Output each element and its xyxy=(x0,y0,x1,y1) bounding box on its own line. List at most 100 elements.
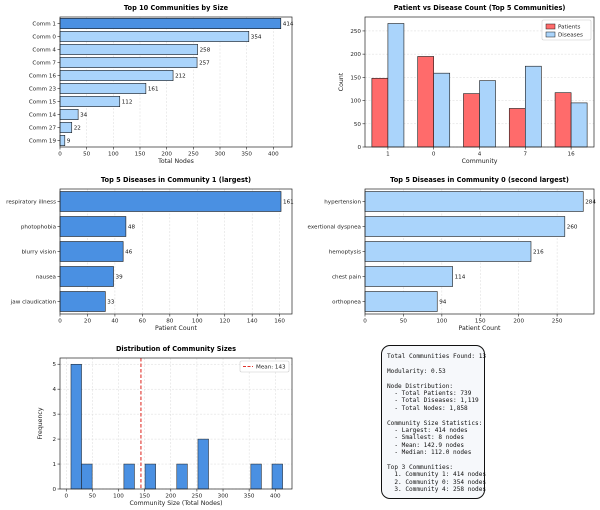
stats-line: Modularity: 0.53 xyxy=(387,367,446,375)
y-tick-label: Comm 16 xyxy=(29,74,57,80)
y-tick-label: Comm 7 xyxy=(32,61,56,67)
bar xyxy=(433,72,451,148)
y-tick-label: 150 xyxy=(350,75,361,81)
plot-frame xyxy=(59,357,293,490)
legend-swatch xyxy=(545,23,556,30)
x-tick-label: 400 xyxy=(270,494,281,500)
bar xyxy=(364,216,566,237)
y-tick-label: Comm 4 xyxy=(32,48,56,54)
histogram-bar xyxy=(197,438,209,490)
bar xyxy=(524,65,542,148)
y-tick-label: 50 xyxy=(354,122,362,128)
histogram-bar xyxy=(70,363,82,490)
bar xyxy=(364,291,438,312)
chart-community1-diseases: 0 20 40 60 80 100 120 140 160 161 respiratory illn… xyxy=(6,176,294,332)
bar xyxy=(59,70,174,82)
y-tick-label: respiratory illness xyxy=(6,200,56,206)
bar xyxy=(59,30,250,42)
bar xyxy=(59,17,282,29)
bar xyxy=(59,83,147,95)
data-label: 212 xyxy=(175,74,186,80)
stats-line: - Median: 112.0 nodes xyxy=(387,449,472,457)
data-label: 354 xyxy=(251,35,262,41)
stats-line: - Total Nodes: 1,858 xyxy=(387,404,468,412)
y-tick-label: chest pain xyxy=(332,275,361,281)
x-axis-label: Patient Count xyxy=(155,325,197,332)
data-label: 260 xyxy=(567,225,578,231)
x-tick-label: 4 xyxy=(478,152,482,158)
bar xyxy=(364,191,584,212)
x-tick-label: 160 xyxy=(274,319,285,325)
histogram-bar xyxy=(81,463,93,490)
x-tick-label: 300 xyxy=(215,152,226,158)
x-axis-label: Patient Count xyxy=(459,325,501,332)
bar xyxy=(387,23,405,148)
x-tick-label: 0 xyxy=(64,494,68,500)
stats-line: - Total Diseases: 1,119 xyxy=(387,397,479,405)
data-label: 257 xyxy=(199,61,210,67)
bar xyxy=(59,266,114,287)
x-tick-label: 140 xyxy=(247,319,258,325)
x-tick-label: 0 xyxy=(58,152,62,158)
y-tick-label: jaw claudication xyxy=(10,300,57,306)
x-tick-label: 200 xyxy=(165,494,176,500)
y-tick-label: Comm 27 xyxy=(29,126,57,132)
stats-line: Top 3 Communities: xyxy=(387,463,454,471)
chart-top-communities: 0 50 100 150 200 250 300 350 400 414 Comm 1 354 Comm… xyxy=(29,4,294,165)
histogram-bar xyxy=(123,463,135,490)
histogram-bar xyxy=(144,463,156,490)
bar xyxy=(59,109,79,121)
y-tick-label: Comm 15 xyxy=(29,100,57,106)
x-tick-label: 50 xyxy=(89,494,97,500)
x-tick-label: 16 xyxy=(568,152,576,158)
data-label: 33 xyxy=(107,300,115,306)
legend-box xyxy=(239,360,290,373)
stats-line: 1. Community 1: 414 nodes xyxy=(387,471,487,479)
data-label: 161 xyxy=(148,87,159,93)
data-label: 39 xyxy=(116,275,124,281)
y-tick-label: Comm 19 xyxy=(29,139,57,145)
chart-title: Top 5 Diseases in Community 0 (second la… xyxy=(390,176,569,184)
x-tick-label: 1 xyxy=(386,152,390,158)
chart-title: Distribution of Community Sizes xyxy=(116,345,236,353)
data-label: 22 xyxy=(74,126,81,132)
data-label: 414 xyxy=(283,22,294,28)
data-label: 48 xyxy=(128,225,136,231)
legend-label: Mean: 143 xyxy=(256,365,286,371)
bar xyxy=(371,77,389,148)
bar xyxy=(59,216,127,237)
x-tick-label: 0 xyxy=(58,319,62,325)
plot-frame xyxy=(59,188,293,315)
x-tick-label: 120 xyxy=(219,319,230,325)
data-label: 216 xyxy=(533,250,544,256)
y-tick-label: 200 xyxy=(350,52,361,58)
legend-swatch xyxy=(545,31,556,38)
stats-line: Community Size Statistics: xyxy=(387,419,483,427)
bar xyxy=(59,122,73,134)
bar xyxy=(463,93,480,148)
bar xyxy=(364,266,453,287)
y-tick-label: Comm 14 xyxy=(29,113,57,119)
y-tick-label: 100 xyxy=(350,99,361,105)
bar xyxy=(554,92,572,148)
legend-label: Patients xyxy=(558,25,580,31)
data-label: 114 xyxy=(455,275,466,281)
x-tick-label: 7 xyxy=(524,152,528,158)
summary-stats-box: Total Communities Found: 13 Modularity: 0… xyxy=(381,345,487,499)
chart-community0-diseases: 0 50 100 150 200 250 284 hypertension 260 exertio… xyxy=(308,176,597,332)
y-tick-label: Comm 1 xyxy=(32,22,56,28)
bar xyxy=(59,191,282,212)
stats-line: - Largest: 414 nodes xyxy=(387,426,468,434)
y-tick-label: 3 xyxy=(52,412,56,418)
y-tick-label: exertional dyspnea xyxy=(308,225,361,231)
stats-line xyxy=(387,412,484,419)
y-tick-label: photophobia xyxy=(21,225,56,231)
bar xyxy=(508,108,526,148)
stats-line xyxy=(387,456,484,463)
chart-title: Top 10 Communities by Size xyxy=(124,4,229,12)
y-tick-label: 0 xyxy=(52,487,56,493)
stats-line: Total Communities Found: 13 xyxy=(387,353,487,360)
bar xyxy=(479,80,496,148)
